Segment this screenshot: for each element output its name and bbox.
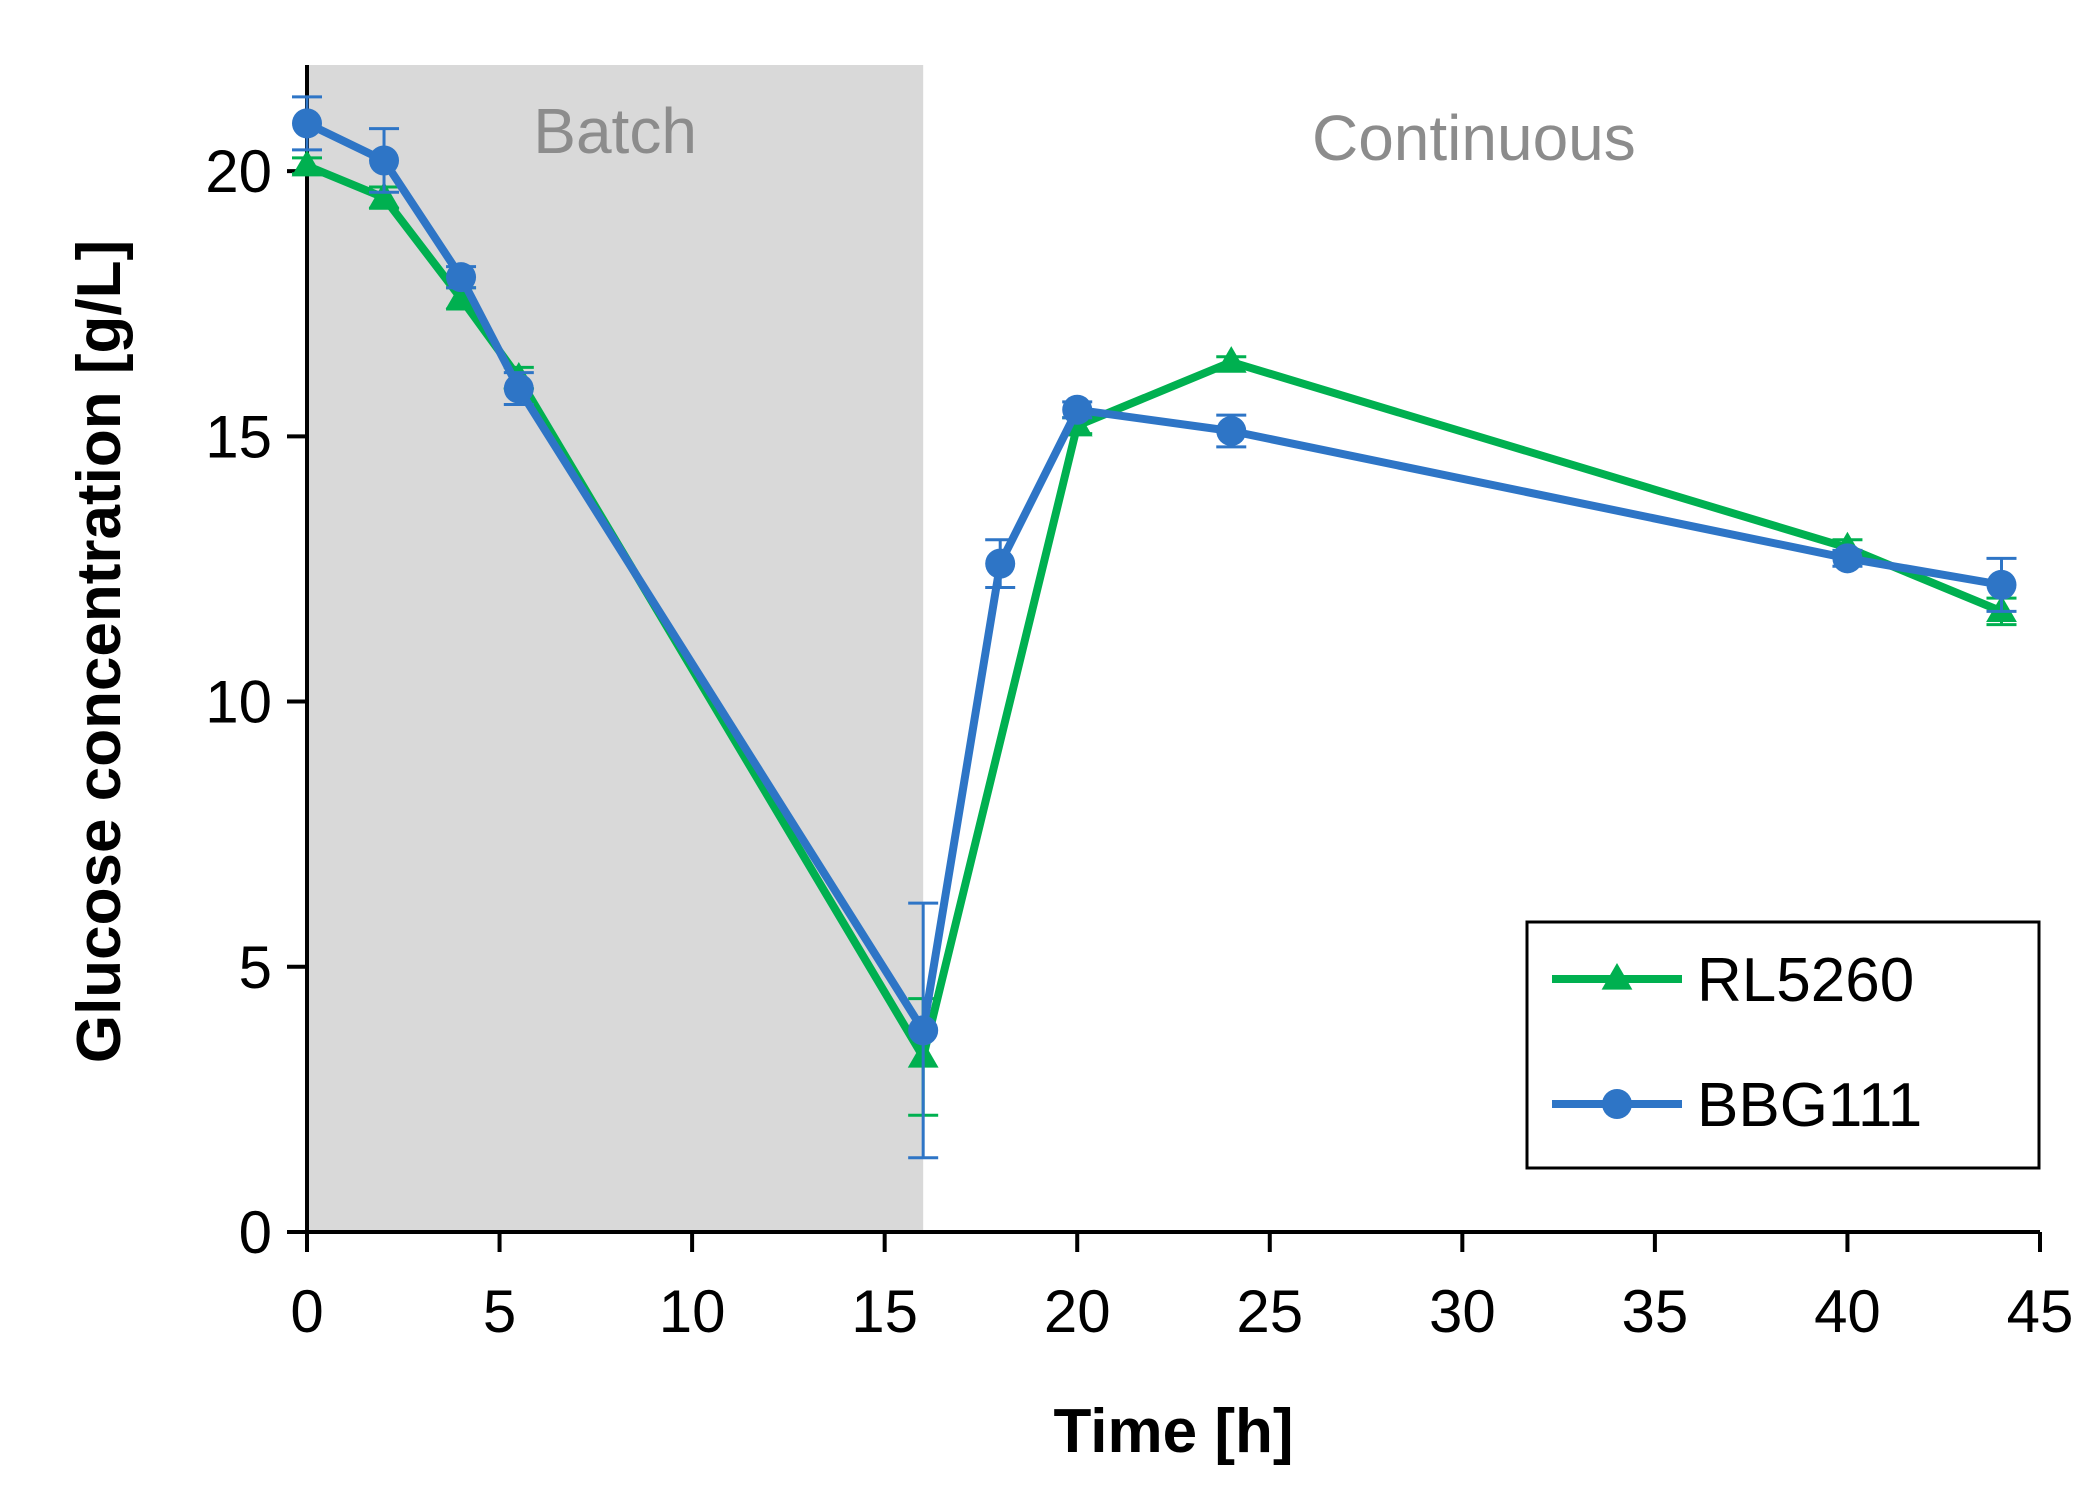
phase-label-batch: Batch — [533, 95, 697, 167]
data-point — [291, 149, 323, 177]
y-tick-label: 0 — [239, 1199, 272, 1266]
data-point — [292, 108, 322, 139]
data-point — [369, 145, 400, 176]
x-tick-label: 0 — [290, 1278, 323, 1345]
data-point — [908, 1015, 939, 1046]
data-point — [1832, 543, 1863, 574]
y-tick-label: 10 — [205, 669, 272, 736]
x-tick-label: 35 — [1622, 1278, 1689, 1345]
region-batch — [307, 65, 924, 1232]
legend-items: RL5260 BBG111 — [1552, 946, 1922, 1140]
data-point — [503, 373, 534, 404]
x-tick-label: 45 — [2007, 1278, 2074, 1345]
x-tick-label: 40 — [1814, 1278, 1881, 1345]
phase-regions — [307, 65, 924, 1232]
x-tick-label: 15 — [851, 1278, 918, 1345]
x-axis-title: Time [h] — [1054, 1397, 1294, 1466]
legend: RL5260 BBG111 — [1525, 920, 2041, 1170]
y-tick-label: 20 — [205, 138, 272, 205]
legend-box — [1525, 920, 2041, 1170]
data-point — [445, 282, 477, 310]
data-point — [1062, 394, 1093, 425]
axes — [305, 65, 2040, 1234]
legend-label: RL5260 — [1697, 946, 1914, 1015]
data-point — [1215, 346, 1247, 373]
x-tick-label: 10 — [659, 1278, 726, 1345]
x-tick-label: 25 — [1236, 1278, 1303, 1345]
legend-marker — [1602, 1089, 1632, 1119]
phase-label-continuous: Continuous — [1312, 102, 1636, 174]
data-point — [1216, 416, 1247, 447]
data-point — [985, 548, 1016, 579]
x-tick-label: 5 — [483, 1278, 516, 1345]
y-tick-label: 15 — [205, 403, 272, 470]
series — [291, 95, 2017, 1160]
phase-labels: Batch Continuous — [533, 95, 1636, 174]
legend-label: BBG111 — [1697, 1071, 1922, 1140]
data-point — [1986, 569, 2017, 600]
y-tick-label: 5 — [239, 934, 272, 1001]
legend-marker — [1601, 963, 1633, 990]
x-tick-label: 20 — [1044, 1278, 1111, 1345]
series-line-bbg111 — [305, 119, 2003, 1035]
ticks: 0 5 10 15 20 25 30 35 40 45 0 5 10 15 20 — [205, 138, 2073, 1345]
series-bbg111 — [292, 95, 2017, 1160]
legend-item-bbg111: BBG111 — [1552, 1071, 1922, 1140]
x-tick-label: 30 — [1429, 1278, 1496, 1345]
y-axis-title: Glucose concentration [g/L] — [65, 240, 134, 1063]
data-point — [446, 262, 477, 293]
data-point — [368, 181, 400, 209]
legend-item-rl5260: RL5260 — [1552, 946, 1914, 1015]
